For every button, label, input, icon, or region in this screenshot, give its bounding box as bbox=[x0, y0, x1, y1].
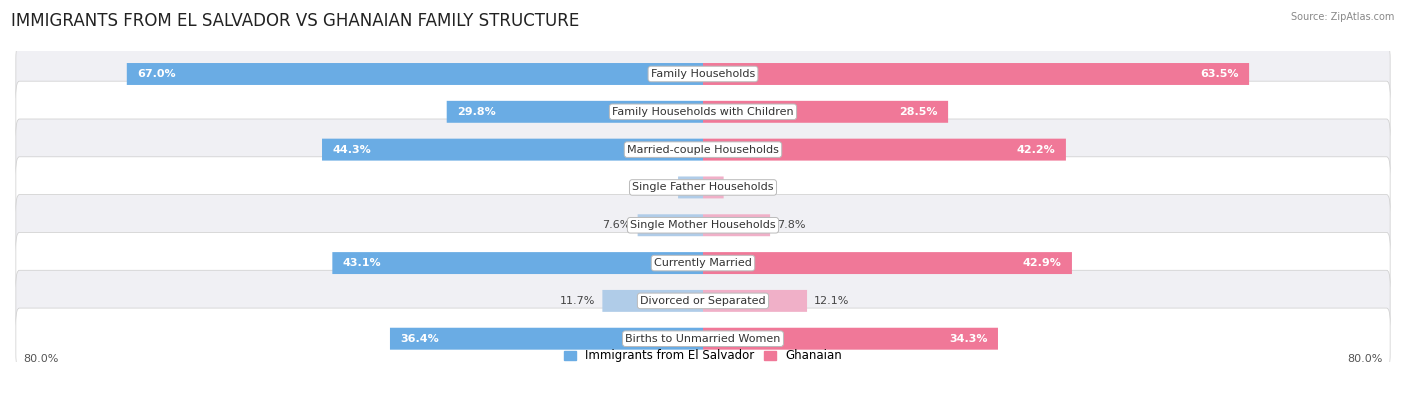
FancyBboxPatch shape bbox=[127, 63, 703, 85]
FancyBboxPatch shape bbox=[15, 43, 1391, 105]
FancyBboxPatch shape bbox=[638, 214, 703, 236]
Text: 36.4%: 36.4% bbox=[401, 334, 439, 344]
FancyBboxPatch shape bbox=[703, 290, 807, 312]
FancyBboxPatch shape bbox=[389, 328, 703, 350]
FancyBboxPatch shape bbox=[15, 232, 1391, 294]
FancyBboxPatch shape bbox=[15, 270, 1391, 331]
Text: 63.5%: 63.5% bbox=[1201, 69, 1239, 79]
Text: 44.3%: 44.3% bbox=[332, 145, 371, 154]
FancyBboxPatch shape bbox=[703, 328, 998, 350]
Text: Married-couple Households: Married-couple Households bbox=[627, 145, 779, 154]
Text: Divorced or Separated: Divorced or Separated bbox=[640, 296, 766, 306]
Text: Family Households with Children: Family Households with Children bbox=[612, 107, 794, 117]
Text: Single Father Households: Single Father Households bbox=[633, 182, 773, 192]
FancyBboxPatch shape bbox=[703, 63, 1249, 85]
Text: 43.1%: 43.1% bbox=[343, 258, 381, 268]
Text: 2.9%: 2.9% bbox=[643, 182, 671, 192]
Text: 29.8%: 29.8% bbox=[457, 107, 496, 117]
Text: 7.8%: 7.8% bbox=[778, 220, 806, 230]
Text: IMMIGRANTS FROM EL SALVADOR VS GHANAIAN FAMILY STRUCTURE: IMMIGRANTS FROM EL SALVADOR VS GHANAIAN … bbox=[11, 12, 579, 30]
Text: Currently Married: Currently Married bbox=[654, 258, 752, 268]
Text: 67.0%: 67.0% bbox=[138, 69, 176, 79]
FancyBboxPatch shape bbox=[703, 177, 724, 198]
Text: 80.0%: 80.0% bbox=[1347, 354, 1382, 364]
Legend: Immigrants from El Salvador, Ghanaian: Immigrants from El Salvador, Ghanaian bbox=[564, 350, 842, 363]
FancyBboxPatch shape bbox=[15, 81, 1391, 143]
Text: 42.9%: 42.9% bbox=[1022, 258, 1062, 268]
FancyBboxPatch shape bbox=[15, 157, 1391, 218]
Text: Family Households: Family Households bbox=[651, 69, 755, 79]
Text: 80.0%: 80.0% bbox=[24, 354, 59, 364]
Text: 11.7%: 11.7% bbox=[560, 296, 596, 306]
FancyBboxPatch shape bbox=[322, 139, 703, 161]
Text: 7.6%: 7.6% bbox=[602, 220, 631, 230]
Text: 34.3%: 34.3% bbox=[949, 334, 987, 344]
FancyBboxPatch shape bbox=[15, 308, 1391, 369]
FancyBboxPatch shape bbox=[15, 195, 1391, 256]
Text: 42.2%: 42.2% bbox=[1017, 145, 1056, 154]
Text: Births to Unmarried Women: Births to Unmarried Women bbox=[626, 334, 780, 344]
FancyBboxPatch shape bbox=[703, 214, 770, 236]
Text: 2.4%: 2.4% bbox=[731, 182, 759, 192]
Text: 12.1%: 12.1% bbox=[814, 296, 849, 306]
FancyBboxPatch shape bbox=[703, 139, 1066, 161]
FancyBboxPatch shape bbox=[678, 177, 703, 198]
FancyBboxPatch shape bbox=[703, 252, 1071, 274]
Text: Source: ZipAtlas.com: Source: ZipAtlas.com bbox=[1291, 12, 1395, 22]
FancyBboxPatch shape bbox=[602, 290, 703, 312]
FancyBboxPatch shape bbox=[447, 101, 703, 123]
FancyBboxPatch shape bbox=[703, 101, 948, 123]
FancyBboxPatch shape bbox=[15, 119, 1391, 180]
Text: 28.5%: 28.5% bbox=[900, 107, 938, 117]
Text: Single Mother Households: Single Mother Households bbox=[630, 220, 776, 230]
FancyBboxPatch shape bbox=[332, 252, 703, 274]
